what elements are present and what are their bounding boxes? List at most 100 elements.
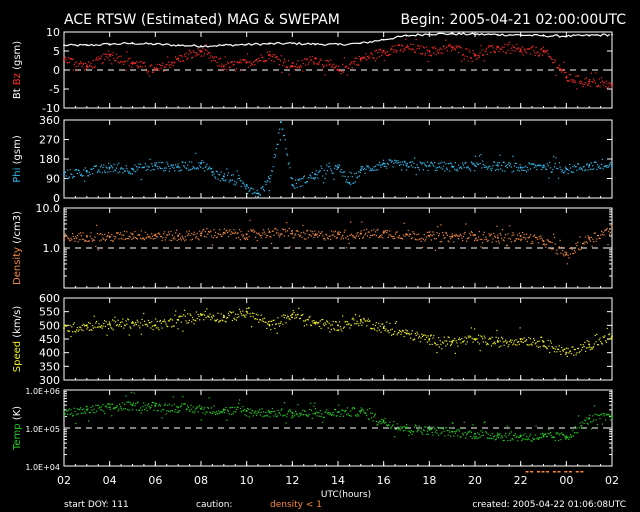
scatter-dot-temp [176,411,178,413]
scatter-dot-density [534,236,536,238]
scatter-dot-temp [525,435,528,438]
data-point-density [177,234,180,237]
scatter-dot-phi [376,164,378,166]
scatter-dot-bz [81,66,83,68]
scatter-dot-bz [511,50,513,52]
scatter-dot-density [555,252,557,254]
x-tick-label: 20 [468,474,482,487]
scatter-dot-speed [296,314,298,316]
scatter-dot-phi [358,171,360,173]
scatter-dot-bz [158,69,160,71]
scatter-dot-temp [125,395,127,397]
scatter-dot-bz [404,49,406,51]
scatter-dot-speed [488,338,490,340]
scatter-dot-density [95,245,97,247]
scatter-dot-density [108,232,110,234]
scatter-dot-speed [580,344,582,346]
scatter-dot-temp [219,411,221,413]
scatter-dot-temp [259,409,261,411]
scatter-dot-bz [438,52,440,54]
scatter-dot-bz [142,62,144,64]
scatter-dot-temp [477,432,479,434]
scatter-dot-temp [442,428,444,430]
scatter-dot-bz [66,62,68,64]
scatter-dot-density [559,239,561,241]
scatter-dot-density [350,221,352,223]
scatter-dot-temp [173,403,175,406]
scatter-dot-bz [334,67,336,69]
scatter-dot-phi [398,162,400,164]
scatter-dot-density [431,235,433,237]
scatter-dot-phi [481,167,483,169]
scatter-dot-speed [231,312,233,314]
scatter-dot-bz [207,52,210,54]
scatter-dot-temp [336,415,338,417]
scatter-dot-phi [350,172,353,174]
scatter-dot-temp [554,439,556,442]
scatter-dot-phi [225,179,227,181]
scatter-dot-density [399,237,401,239]
scatter-dot-temp [503,439,505,441]
scatter-dot-temp [281,408,283,410]
data-point-temp [314,412,317,415]
scatter-dot-density [227,236,229,238]
scatter-dot-density [114,238,116,240]
scatter-dot-density [449,236,451,238]
scatter-dot-speed [517,341,520,343]
scatter-dot-speed [541,340,544,342]
scatter-dot-density [503,240,505,242]
scatter-dot-phi [195,168,198,170]
scatter-dot-temp [339,415,341,417]
scatter-dot-speed [130,327,132,329]
scatter-dot-bz [570,79,572,81]
scatter-dot-density [352,235,354,237]
scatter-dot-temp [596,413,598,416]
scatter-dot-phi [218,173,220,175]
scatter-dot-speed [84,325,86,327]
scatter-dot-speed [100,326,102,328]
scatter-dot-bz [231,61,233,63]
scatter-dot-density [155,236,158,238]
scatter-dot-temp [119,403,121,405]
scatter-dot-speed [92,325,94,327]
scatter-dot-phi [215,177,217,179]
scatter-dot-phi [171,166,174,168]
scatter-dot-bz [525,51,527,53]
scatter-dot-temp [92,411,94,413]
scatter-dot-temp [603,415,605,417]
scatter-dot-density [270,236,272,238]
scatter-dot-speed [101,327,103,329]
scatter-dot-speed [377,327,379,329]
data-point-bt [291,42,294,45]
scatter-dot-phi [594,161,596,163]
scatter-dot-phi [355,172,357,174]
scatter-dot-phi [140,178,142,181]
scatter-dot-phi [560,168,562,171]
scatter-dot-speed [111,319,114,321]
scatter-dot-temp [533,438,535,441]
scatter-dot-phi [558,162,560,164]
scatter-dot-bz [216,61,218,63]
scatter-dot-speed [129,326,131,328]
scatter-dot-speed [504,341,506,343]
scatter-dot-speed [548,345,550,347]
scatter-dot-speed [76,327,78,329]
scatter-dot-bz [322,66,325,68]
scatter-dot-temp [580,425,582,427]
scatter-dot-density [98,233,100,235]
scatter-dot-bz [175,58,178,60]
scatter-dot-bz [374,50,376,52]
scatter-dot-temp [419,427,421,429]
scatter-dot-speed [276,332,278,334]
scatter-dot-temp [582,427,584,429]
scatter-dot-phi [269,181,271,183]
scatter-dot-density [195,236,198,238]
scatter-dot-temp [80,407,82,409]
data-point-bz [63,57,65,60]
scatter-dot-density [387,236,389,238]
data-point-bz [359,57,362,60]
scatter-dot-bz [189,51,191,53]
scatter-dot-speed [610,337,612,339]
scatter-dot-speed [416,331,418,333]
